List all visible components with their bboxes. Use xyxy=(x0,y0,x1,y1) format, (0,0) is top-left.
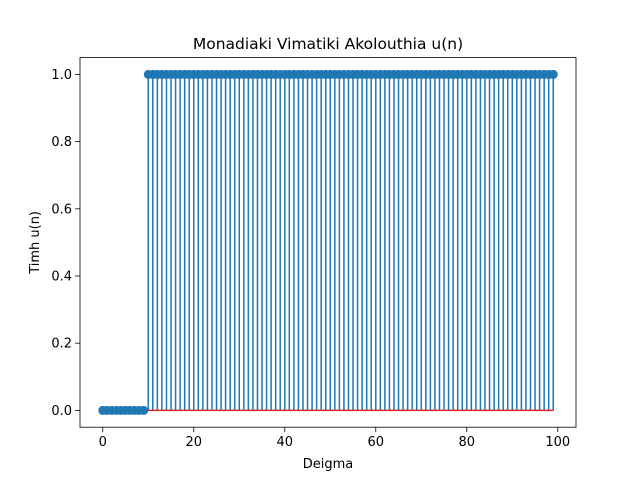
stem-markers xyxy=(98,69,558,415)
y-tick-label-2: 0.4 xyxy=(51,270,72,285)
plot-area xyxy=(80,57,576,428)
y-tick-label-1: 0.2 xyxy=(51,337,72,352)
x-axis-ticks: 0 20 40 60 80 100 xyxy=(99,427,570,450)
chart-title: Monadiaki Vimatiki Akolouthia u(n) xyxy=(193,35,463,53)
y-axis-ticks: 0.0 0.2 0.4 0.6 0.8 1.0 xyxy=(51,68,80,419)
x-tick-label-5: 100 xyxy=(545,435,570,450)
y-tick-label-3: 0.6 xyxy=(51,202,72,217)
x-tick-label-1: 20 xyxy=(185,435,202,450)
y-axis-label: Timh u(n) xyxy=(28,211,43,275)
y-tick-label-4: 0.8 xyxy=(51,135,72,150)
plot-frame xyxy=(79,57,577,428)
y-tick-label-0: 0.0 xyxy=(51,404,72,419)
y-tick-label-5: 1.0 xyxy=(51,68,72,83)
x-axis-label: Deigma xyxy=(303,457,354,472)
x-tick-label-4: 80 xyxy=(459,435,476,450)
x-tick-label-0: 0 xyxy=(99,435,107,450)
x-tick-label-2: 40 xyxy=(276,435,293,450)
stem-marker-99 xyxy=(548,69,558,79)
stem-lines xyxy=(147,74,554,411)
x-tick-label-3: 60 xyxy=(368,435,385,450)
stem-marker-9 xyxy=(139,405,149,415)
